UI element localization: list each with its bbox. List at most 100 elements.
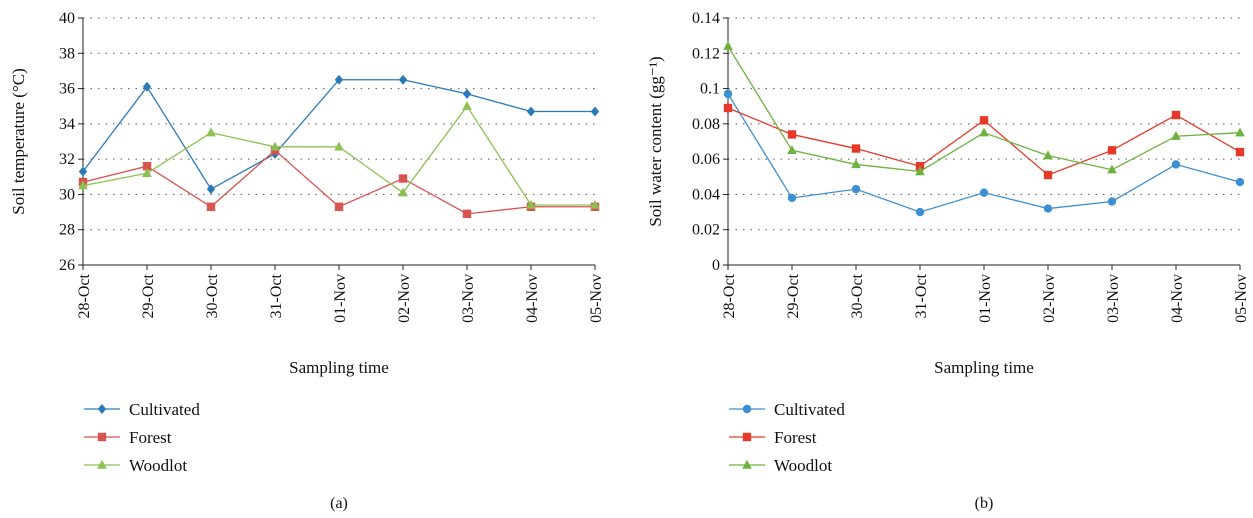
legend-marker bbox=[97, 404, 107, 414]
series-forest bbox=[723, 103, 1245, 180]
y-tick-label: 40 bbox=[59, 10, 75, 27]
data-point-cultivated bbox=[78, 166, 88, 177]
data-point-woodlot bbox=[590, 199, 600, 209]
legend-marker bbox=[97, 459, 107, 469]
x-tick-label: 29-Oct bbox=[140, 273, 157, 318]
data-point-woodlot bbox=[915, 166, 925, 176]
data-point-woodlot bbox=[334, 141, 344, 151]
x-tick-label: 30-Oct bbox=[204, 273, 221, 318]
data-point-woodlot bbox=[1171, 131, 1181, 140]
y-tick-label: 0 bbox=[712, 257, 720, 274]
data-point-woodlot bbox=[979, 127, 989, 137]
data-point-woodlot bbox=[78, 180, 88, 190]
legend-label: Cultivated bbox=[774, 400, 845, 419]
data-point-forest bbox=[206, 202, 216, 211]
legend-item-cultivated: Cultivated bbox=[729, 400, 845, 419]
y-tick-label: 0.1 bbox=[700, 81, 720, 98]
series-forest bbox=[78, 146, 600, 219]
y-tick-label: 36 bbox=[59, 81, 75, 98]
x-tick-label: 02-Nov bbox=[396, 274, 413, 323]
legend-label: Woodlot bbox=[129, 456, 187, 475]
x-tick-label: 04-Nov bbox=[1169, 274, 1186, 323]
y-axis-title: Soil temperature (°C) bbox=[9, 68, 28, 215]
data-point-forest bbox=[1171, 110, 1181, 120]
x-tick-label: 02-Nov bbox=[1041, 274, 1058, 323]
data-point-forest bbox=[723, 103, 733, 113]
data-point-forest bbox=[462, 209, 472, 219]
y-tick-label: 26 bbox=[59, 257, 75, 274]
data-point-forest bbox=[1107, 146, 1117, 155]
y-tick-label: 0.04 bbox=[692, 186, 720, 203]
legend-item-woodlot: Woodlot bbox=[84, 456, 187, 475]
chart-panel-b: 0 0.02 0.04 0.06 0.08 0.1 0.12 0.14 28-Oct 29-Oct… bbox=[646, 10, 1250, 512]
data-point-cultivated bbox=[1107, 197, 1117, 206]
y-tick-label: 0.12 bbox=[692, 45, 720, 62]
x-tick-label: 28-Oct bbox=[76, 273, 93, 318]
x-tick-label: 03-Nov bbox=[460, 274, 477, 323]
y-tick-label: 0.02 bbox=[692, 222, 720, 239]
x-tick-label: 03-Nov bbox=[1105, 274, 1122, 323]
data-point-woodlot bbox=[1235, 127, 1245, 137]
y-tick-label: 34 bbox=[59, 116, 75, 133]
data-point-woodlot bbox=[270, 141, 280, 151]
data-point-cultivated bbox=[526, 106, 536, 117]
series-cultivated bbox=[723, 89, 1245, 217]
data-point-woodlot bbox=[398, 187, 408, 197]
data-point-cultivated bbox=[142, 81, 152, 92]
data-point-woodlot bbox=[851, 159, 861, 169]
y-tick-label: 28 bbox=[59, 222, 75, 239]
data-point-woodlot bbox=[787, 145, 797, 155]
data-point-cultivated bbox=[723, 89, 733, 99]
data-point-cultivated bbox=[334, 74, 344, 85]
x-tick-label: 30-Oct bbox=[849, 273, 866, 318]
legend-marker bbox=[742, 432, 752, 442]
y-tick-label: 32 bbox=[59, 151, 75, 168]
legend-label: Forest bbox=[774, 428, 817, 447]
data-point-cultivated bbox=[206, 184, 216, 195]
legend-label: Cultivated bbox=[129, 400, 200, 419]
data-point-woodlot bbox=[526, 199, 536, 209]
data-point-forest bbox=[1235, 147, 1245, 157]
series-cultivated bbox=[78, 74, 600, 195]
series-woodlot bbox=[723, 41, 1245, 176]
data-point-cultivated bbox=[915, 207, 925, 217]
x-tick-label: 05-Nov bbox=[588, 274, 605, 323]
x-tick-label: 31-Oct bbox=[913, 273, 930, 318]
data-point-woodlot bbox=[1107, 164, 1117, 174]
x-tick-label: 04-Nov bbox=[524, 274, 541, 323]
x-tick-label: 05-Nov bbox=[1233, 274, 1250, 323]
data-point-cultivated bbox=[1171, 160, 1181, 169]
data-point-forest bbox=[334, 202, 344, 211]
legend-item-forest: Forest bbox=[84, 428, 172, 447]
x-tick-label: 01-Nov bbox=[977, 274, 994, 323]
x-tick-label: 29-Oct bbox=[785, 273, 802, 318]
data-point-cultivated bbox=[462, 88, 472, 99]
data-point-cultivated bbox=[787, 193, 797, 203]
data-point-cultivated bbox=[398, 74, 408, 85]
legend-item-cultivated: Cultivated bbox=[84, 400, 200, 419]
series-woodlot bbox=[78, 101, 600, 209]
y-tick-label: 0.08 bbox=[692, 116, 720, 133]
x-tick-label: 01-Nov bbox=[332, 274, 349, 323]
y-axis-title: Soil water content (gg⁻¹) bbox=[646, 56, 665, 226]
data-point-cultivated bbox=[851, 184, 861, 194]
data-point-forest bbox=[398, 174, 408, 183]
data-point-woodlot bbox=[462, 101, 472, 110]
series-line-woodlot bbox=[82, 105, 595, 206]
data-point-woodlot bbox=[142, 168, 152, 177]
data-point-forest bbox=[142, 162, 152, 171]
panel-label: (b) bbox=[975, 495, 994, 512]
y-tick-label: 30 bbox=[59, 186, 75, 203]
data-point-forest bbox=[979, 116, 989, 125]
data-point-woodlot bbox=[723, 41, 733, 50]
data-point-cultivated bbox=[1235, 177, 1245, 187]
legend-marker bbox=[97, 432, 107, 442]
legend-marker bbox=[742, 459, 752, 469]
legend-item-forest: Forest bbox=[729, 428, 817, 447]
series-line-cultivated bbox=[82, 79, 595, 191]
data-point-cultivated bbox=[590, 106, 600, 117]
data-point-cultivated bbox=[979, 188, 989, 197]
x-axis-title: Sampling time bbox=[934, 358, 1034, 377]
data-point-forest bbox=[1043, 170, 1053, 180]
